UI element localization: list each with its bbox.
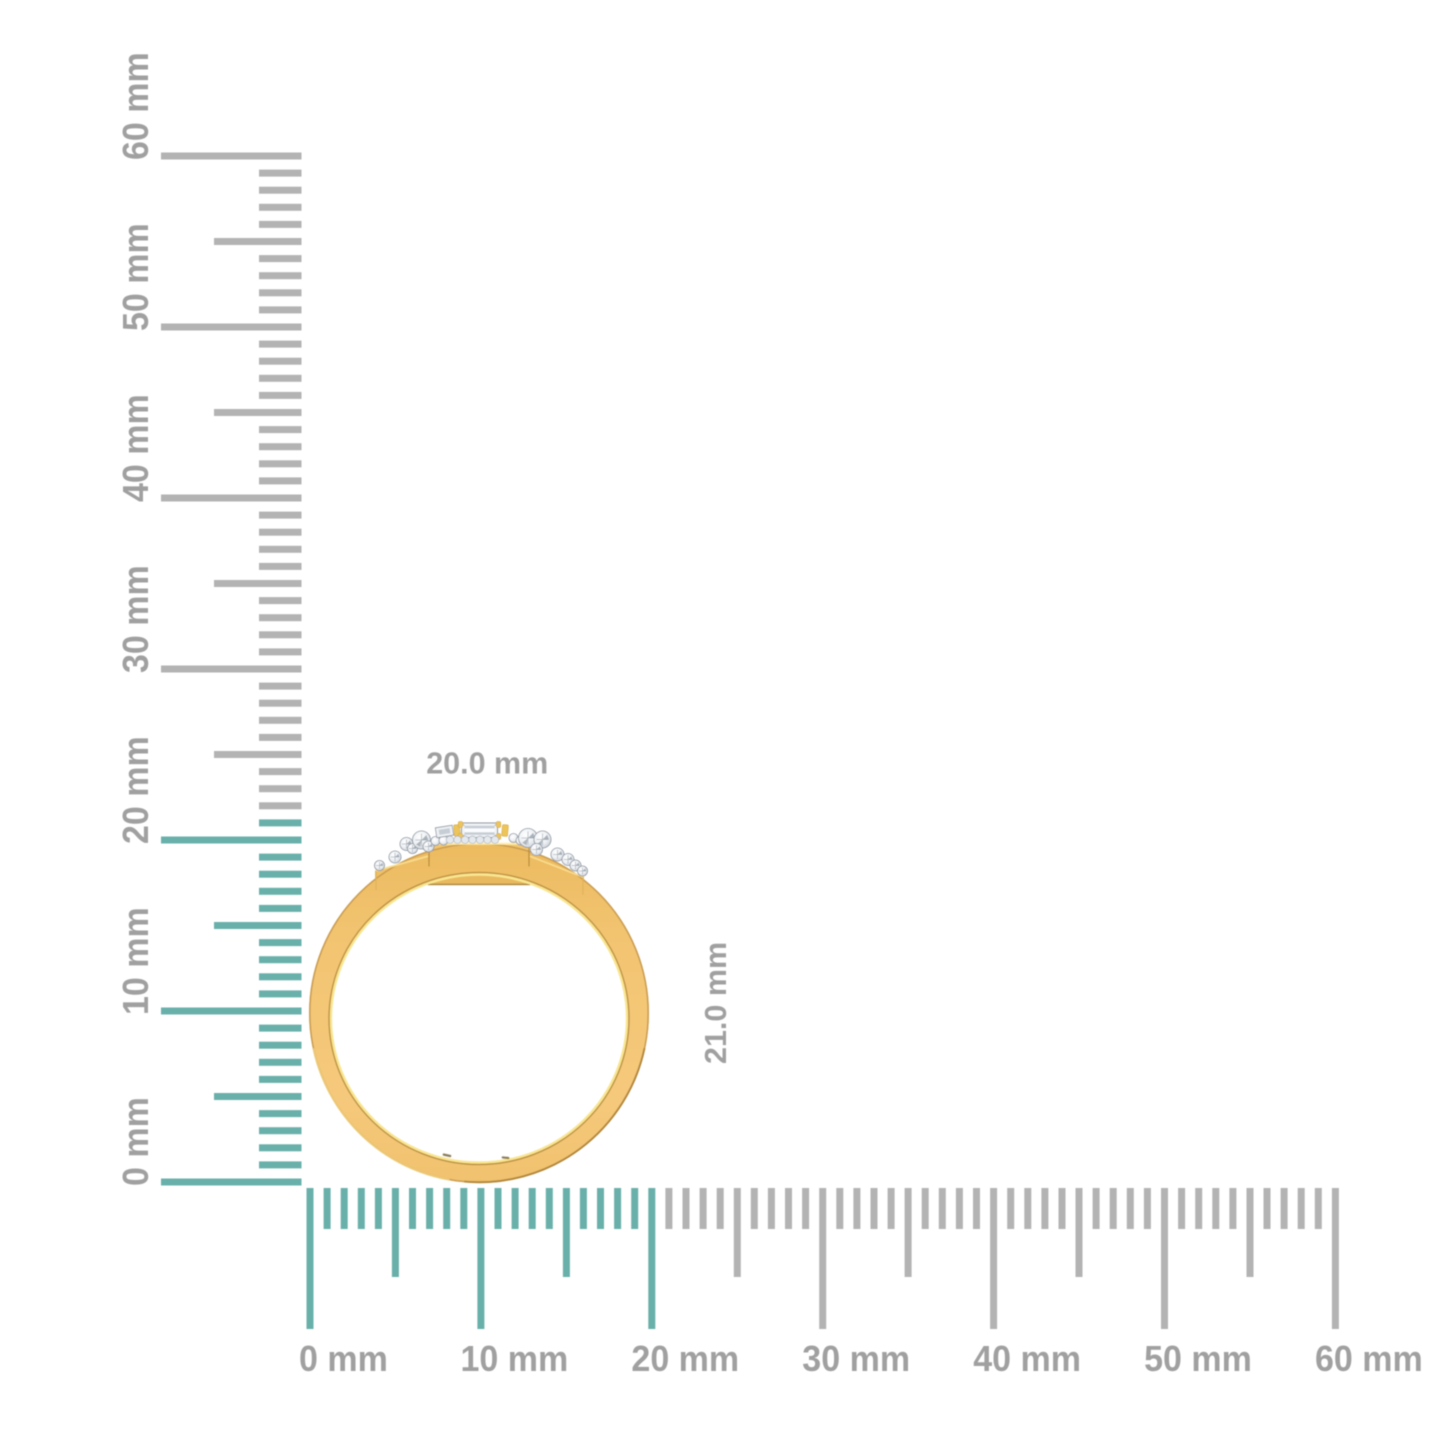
svg-text:40 mm: 40 mm — [116, 394, 156, 502]
svg-text:40 mm: 40 mm — [973, 1339, 1081, 1379]
svg-text:20 mm: 20 mm — [631, 1339, 739, 1379]
svg-text:20.0 mm: 20.0 mm — [426, 747, 548, 781]
svg-text:0 mm: 0 mm — [116, 1097, 156, 1186]
svg-text:10 mm: 10 mm — [461, 1339, 569, 1379]
svg-text:50 mm: 50 mm — [116, 223, 156, 331]
svg-text:21.0 mm: 21.0 mm — [699, 942, 733, 1064]
svg-text:60 mm: 60 mm — [1315, 1339, 1423, 1379]
svg-text:10 mm: 10 mm — [116, 907, 156, 1015]
svg-text:30 mm: 30 mm — [116, 565, 156, 673]
svg-text:50 mm: 50 mm — [1144, 1339, 1252, 1379]
svg-text:30 mm: 30 mm — [802, 1339, 910, 1379]
svg-text:20 mm: 20 mm — [116, 736, 156, 844]
svg-text:0 mm: 0 mm — [299, 1339, 388, 1379]
svg-text:60 mm: 60 mm — [116, 52, 156, 160]
